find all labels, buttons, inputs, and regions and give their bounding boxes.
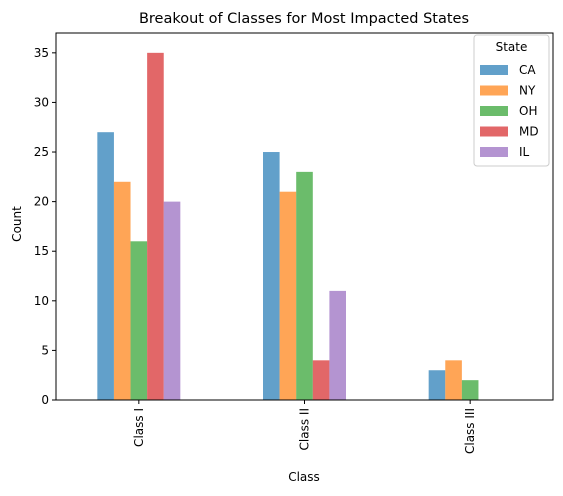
bar-md [313, 360, 330, 400]
y-tick-label: 25 [34, 145, 49, 159]
legend-label-ca: CA [519, 63, 536, 77]
bar-ny [114, 182, 131, 400]
y-tick-label: 15 [34, 244, 49, 258]
bar-ca [429, 370, 446, 400]
bar-oh [131, 241, 148, 400]
legend-title: State [496, 40, 528, 54]
bar-oh [296, 172, 313, 400]
legend-swatch-oh [480, 106, 508, 116]
legend-swatch-ca [480, 65, 508, 75]
y-tick-label: 5 [41, 343, 49, 357]
x-axis-label: Class [288, 470, 320, 484]
legend-label-oh: OH [519, 104, 537, 118]
bar-il [329, 291, 346, 400]
bar-ny [280, 192, 297, 400]
y-axis-label: Count [10, 206, 24, 242]
x-tick-label: Class III [463, 408, 477, 454]
y-tick-label: 10 [34, 294, 49, 308]
legend-label-il: IL [519, 145, 530, 159]
bar-ca [263, 152, 280, 400]
legend-label-md: MD [519, 125, 539, 139]
legend-label-ny: NY [519, 84, 536, 98]
legend-swatch-md [480, 127, 508, 137]
legend-swatch-il [480, 147, 508, 157]
y-tick-label: 30 [34, 95, 49, 109]
bar-oh [462, 380, 479, 400]
bar-il [164, 202, 181, 400]
bar-ca [97, 132, 114, 400]
legend-box [474, 35, 549, 166]
legend: State CA NY OH MD IL [474, 35, 549, 166]
y-tick-label: 20 [34, 195, 49, 209]
bar-md [147, 53, 164, 400]
x-tick-label: Class I [132, 408, 146, 447]
x-tick-label: Class II [298, 408, 312, 450]
legend-swatch-ny [480, 86, 508, 96]
y-tick-label: 0 [41, 393, 49, 407]
chart-title: Breakout of Classes for Most Impacted St… [139, 11, 469, 27]
bar-ny [445, 360, 462, 400]
plot-area: 0 5 10 15 20 25 30 35 Class I Class II Class III [34, 46, 479, 454]
y-tick-label: 35 [34, 46, 49, 60]
